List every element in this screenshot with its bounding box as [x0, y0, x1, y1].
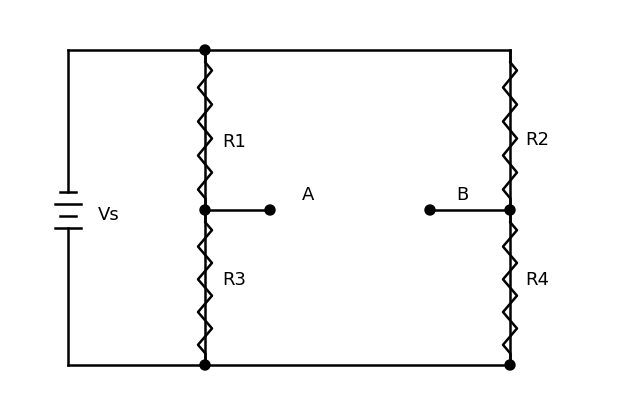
Text: R3: R3 [222, 271, 246, 289]
Circle shape [200, 360, 210, 370]
Text: R2: R2 [525, 131, 549, 149]
Circle shape [505, 205, 515, 215]
Text: B: B [456, 186, 468, 204]
Circle shape [200, 205, 210, 215]
Circle shape [425, 205, 435, 215]
Text: A: A [302, 186, 314, 204]
Text: R1: R1 [222, 133, 246, 151]
Text: R4: R4 [525, 271, 549, 289]
Circle shape [505, 360, 515, 370]
Circle shape [265, 205, 275, 215]
Text: Vs: Vs [98, 206, 120, 224]
Circle shape [200, 45, 210, 55]
